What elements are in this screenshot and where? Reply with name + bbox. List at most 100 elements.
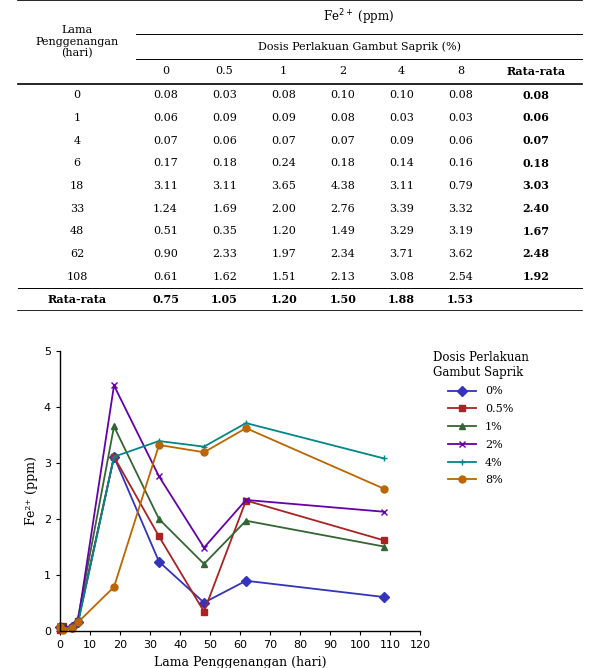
Text: 0.16: 0.16: [448, 158, 473, 168]
Text: 0.08: 0.08: [523, 90, 550, 101]
Text: 0.07: 0.07: [153, 136, 178, 146]
Text: 0.10: 0.10: [389, 90, 414, 100]
Text: 3.11: 3.11: [389, 181, 414, 191]
1%: [56, 623, 64, 631]
Text: 0.03: 0.03: [212, 90, 237, 100]
8%: [200, 448, 208, 456]
0.5%: [74, 617, 82, 625]
2%: [242, 496, 250, 504]
Text: 0.51: 0.51: [153, 226, 178, 236]
Text: 18: 18: [70, 181, 84, 191]
Text: 1.49: 1.49: [330, 226, 355, 236]
Text: 0.07: 0.07: [330, 136, 355, 146]
Text: 1: 1: [280, 66, 287, 76]
1%: [110, 422, 118, 430]
4%: [200, 443, 208, 451]
2%: [56, 622, 64, 630]
Text: 6: 6: [73, 158, 80, 168]
Text: 0.07: 0.07: [271, 136, 296, 146]
Text: 1.88: 1.88: [388, 294, 415, 305]
Text: 1.50: 1.50: [329, 294, 356, 305]
0%: [200, 599, 208, 607]
0.5%: [242, 496, 250, 504]
Text: 1.05: 1.05: [211, 294, 238, 305]
Text: 1.69: 1.69: [212, 204, 237, 214]
1%: [242, 517, 250, 525]
8%: [59, 625, 67, 633]
Text: 2.76: 2.76: [330, 204, 355, 214]
Text: 1.20: 1.20: [270, 294, 297, 305]
Text: 0: 0: [73, 90, 80, 100]
8%: [68, 624, 76, 632]
Text: 0.17: 0.17: [153, 158, 178, 168]
Text: 0.03: 0.03: [389, 113, 414, 123]
Line: 4%: 4%: [56, 420, 388, 633]
Text: 4.38: 4.38: [330, 181, 355, 191]
Text: 0.10: 0.10: [330, 90, 355, 100]
0.5%: [200, 608, 208, 616]
Text: 0.08: 0.08: [330, 113, 355, 123]
0%: [68, 623, 76, 631]
Legend: 0%, 0.5%, 1%, 2%, 4%, 8%: 0%, 0.5%, 1%, 2%, 4%, 8%: [433, 351, 529, 486]
Text: 1.51: 1.51: [271, 272, 296, 282]
Line: 8%: 8%: [56, 425, 388, 633]
1%: [68, 623, 76, 631]
Text: 1.53: 1.53: [447, 294, 474, 305]
Text: 48: 48: [70, 226, 84, 236]
Text: 3.32: 3.32: [448, 204, 473, 214]
Text: 0.90: 0.90: [153, 249, 178, 259]
8%: [380, 485, 388, 493]
0%: [56, 623, 64, 631]
Text: 1.62: 1.62: [212, 272, 237, 282]
Y-axis label: Fe²⁺ (ppm): Fe²⁺ (ppm): [25, 456, 38, 526]
Text: 62: 62: [70, 249, 84, 259]
Text: 0.03: 0.03: [448, 113, 473, 123]
X-axis label: Lama Penggenangan (hari): Lama Penggenangan (hari): [154, 656, 326, 668]
4%: [242, 419, 250, 427]
Text: 0.06: 0.06: [212, 136, 237, 146]
2%: [59, 623, 67, 631]
Text: 0.18: 0.18: [212, 158, 237, 168]
Text: 0.18: 0.18: [523, 158, 550, 169]
Text: 0.18: 0.18: [330, 158, 355, 168]
2%: [74, 617, 82, 625]
Text: 0.24: 0.24: [271, 158, 296, 168]
2%: [380, 508, 388, 516]
1%: [380, 542, 388, 550]
Text: 2.13: 2.13: [330, 272, 355, 282]
Text: 108: 108: [67, 272, 88, 282]
Text: 3.65: 3.65: [271, 181, 296, 191]
4%: [380, 454, 388, 462]
Line: 0.5%: 0.5%: [56, 454, 388, 633]
Text: 3.11: 3.11: [153, 181, 178, 191]
Text: 1.67: 1.67: [523, 226, 550, 236]
Text: 0.79: 0.79: [448, 181, 473, 191]
Text: 0.14: 0.14: [389, 158, 414, 168]
Text: 0.35: 0.35: [212, 226, 237, 236]
0.5%: [56, 625, 64, 633]
Text: 0.06: 0.06: [523, 112, 550, 124]
0.5%: [380, 536, 388, 544]
Text: 3.08: 3.08: [389, 272, 414, 282]
4%: [56, 622, 64, 630]
4%: [110, 453, 118, 461]
Text: 0.75: 0.75: [152, 294, 179, 305]
8%: [155, 441, 163, 449]
Text: Lama
Penggenangan
(hari): Lama Penggenangan (hari): [35, 25, 119, 59]
Text: 3.39: 3.39: [389, 204, 414, 214]
Text: 3.71: 3.71: [389, 249, 414, 259]
Text: 3.29: 3.29: [389, 226, 414, 236]
Line: 1%: 1%: [56, 423, 388, 631]
0%: [110, 453, 118, 461]
Text: 0.08: 0.08: [271, 90, 296, 100]
2%: [110, 381, 118, 389]
Text: 1: 1: [73, 113, 80, 123]
Text: 0.08: 0.08: [153, 90, 178, 100]
0.5%: [110, 453, 118, 461]
0%: [74, 618, 82, 626]
4%: [74, 619, 82, 627]
Text: 3.19: 3.19: [448, 226, 473, 236]
Text: 8: 8: [457, 66, 464, 76]
Text: Dosis Perlakuan Gambut Saprik (%): Dosis Perlakuan Gambut Saprik (%): [257, 41, 461, 51]
Text: 2.54: 2.54: [448, 272, 473, 282]
